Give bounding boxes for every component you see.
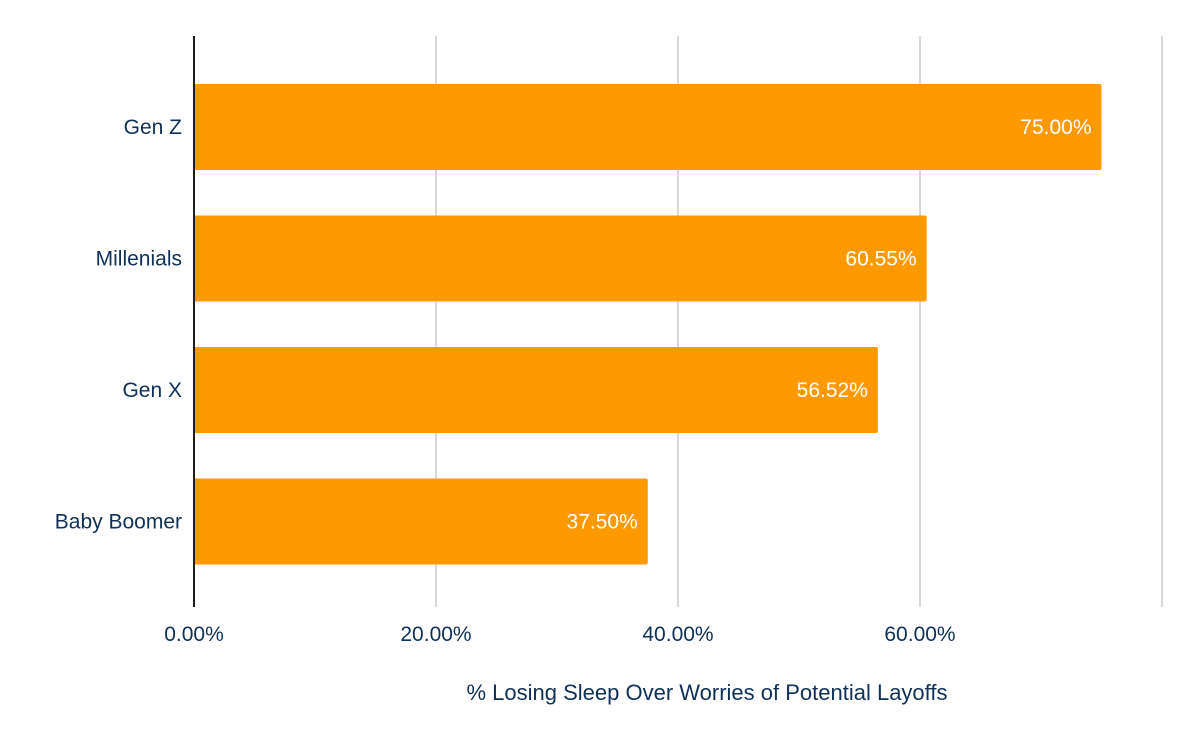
category-label: Gen Z xyxy=(124,116,183,139)
x-tick-label: 60.00% xyxy=(884,623,955,646)
bar-value-label: 56.52% xyxy=(797,379,868,402)
bars xyxy=(194,84,1102,565)
category-label: Gen X xyxy=(122,379,182,402)
category-label: Baby Boomer xyxy=(55,511,182,534)
x-axis-title: % Losing Sleep Over Worries of Potential… xyxy=(467,680,948,705)
labels: 75.00% Gen Z 60.55% Millenials 56.52% Gen X 37… xyxy=(55,116,1092,646)
category-label: Millenials xyxy=(96,248,182,271)
bar-gen-x xyxy=(194,347,878,433)
bar-value-label: 37.50% xyxy=(567,511,638,534)
bar-value-label: 60.55% xyxy=(845,248,916,271)
x-tick-label: 20.00% xyxy=(400,623,471,646)
bar-value-label: 75.00% xyxy=(1020,116,1091,139)
bar-baby-boomer xyxy=(194,478,648,565)
x-tick-label: 40.00% xyxy=(642,623,713,646)
bar-gen-z xyxy=(194,84,1102,170)
x-tick-label: 0.00% xyxy=(164,623,224,646)
bar-millenials xyxy=(194,215,927,302)
